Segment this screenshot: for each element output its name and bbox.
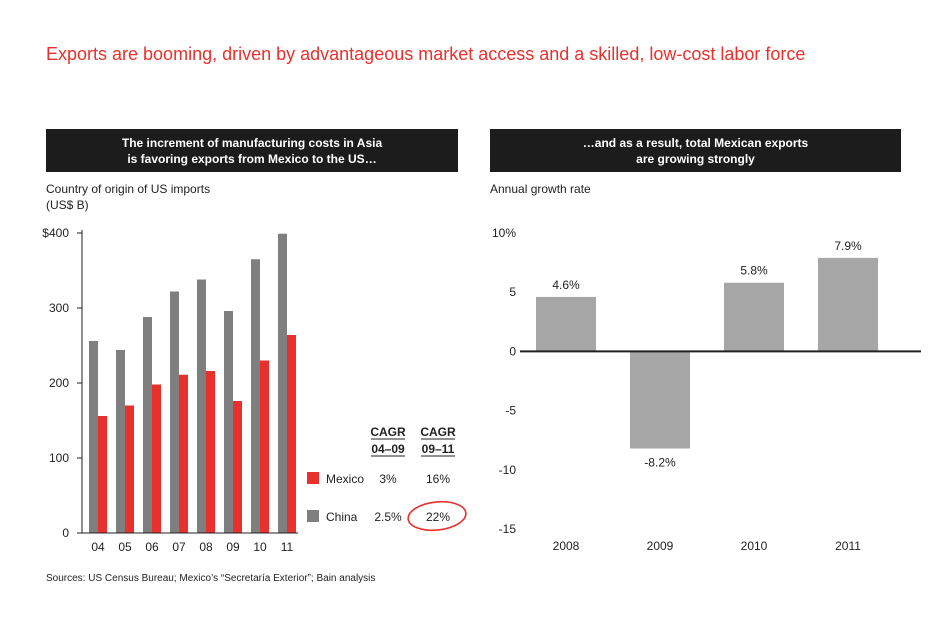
export-growth-bar-chart: 10% 5 0 -5 -10 -15 4.6% -8.2% 5.8% 7.9% 2008 2009… xyxy=(492,226,921,553)
mexico-bar-06 xyxy=(152,384,161,533)
cagr-header-line1: CAGR xyxy=(370,425,406,439)
right-x-tick-label: 2008 xyxy=(553,539,580,553)
cagr-value: 2.5% xyxy=(374,510,402,524)
mexico-bar-11 xyxy=(287,335,296,533)
left-y-tick-label: $400 xyxy=(42,226,69,240)
growth-bar-2011 xyxy=(818,257,878,352)
cagr-value: 3% xyxy=(379,472,397,486)
left-bars-group xyxy=(89,233,296,533)
growth-data-label: 4.6% xyxy=(552,278,580,292)
cagr-header-line2: 04–09 xyxy=(371,442,405,456)
left-subtitle-line2: (US$ B) xyxy=(46,198,89,212)
right-y-axis: 10% 5 0 -5 -10 -15 xyxy=(492,226,516,536)
growth-data-label: -8.2% xyxy=(644,455,676,469)
left-x-tick-label: 05 xyxy=(118,540,132,554)
left-banner-line1: The increment of manufacturing costs in … xyxy=(121,135,383,150)
left-chart-subtitle: Country of origin of US imports (US$ B) xyxy=(46,181,210,213)
legend-label-mexico: Mexico xyxy=(326,472,364,486)
left-y-axis: $400 300 200 100 0 xyxy=(42,226,83,540)
mexico-bar-10 xyxy=(260,360,269,533)
china-bar-04 xyxy=(89,341,98,533)
china-bar-10 xyxy=(251,259,260,533)
left-y-tick-label: 300 xyxy=(49,301,69,315)
right-banner-line1: …and as a result, total Mexican exports xyxy=(582,135,809,150)
right-bars-group: 4.6% -8.2% 5.8% 7.9% xyxy=(536,239,878,469)
right-x-tick-label: 2010 xyxy=(741,539,768,553)
right-y-tick-label: 0 xyxy=(509,344,516,358)
highlight-circle xyxy=(407,500,467,532)
left-banner-line2: is favoring exports from Mexico to the U… xyxy=(127,151,377,166)
cagr-value: 22% xyxy=(426,510,450,524)
legend-swatch-mexico xyxy=(307,472,319,484)
page-title: Exports are booming, driven by advantage… xyxy=(46,44,806,64)
right-banner-line2: are growing strongly xyxy=(636,151,755,166)
mexico-bar-09 xyxy=(233,401,242,533)
mexico-bar-08 xyxy=(206,371,215,533)
growth-data-label: 5.8% xyxy=(740,264,768,278)
growth-bar-2009 xyxy=(630,351,690,449)
left-x-tick-label: 09 xyxy=(226,540,240,554)
right-y-tick-label: -15 xyxy=(499,522,517,536)
cagr-header-line1: CAGR xyxy=(420,425,456,439)
china-bar-05 xyxy=(116,350,125,533)
right-y-tick-label: 5 xyxy=(509,285,516,299)
growth-data-label: 7.9% xyxy=(834,239,862,253)
china-bar-07 xyxy=(170,291,179,533)
left-x-tick-label: 11 xyxy=(281,540,294,554)
right-panel-banner: …and as a result, total Mexican exports … xyxy=(490,129,901,172)
left-x-tick-label: 06 xyxy=(145,540,159,554)
left-x-tick-label: 07 xyxy=(172,540,186,554)
left-subtitle-line1: Country of origin of US imports xyxy=(46,182,211,196)
mexico-bar-04 xyxy=(98,416,107,533)
left-x-tick-label: 04 xyxy=(91,540,105,554)
left-y-tick-label: 200 xyxy=(49,376,69,390)
left-x-tick-label: 08 xyxy=(199,540,213,554)
china-bar-08 xyxy=(197,279,206,533)
source-note: Sources: US Census Bureau; Mexico’s “Sec… xyxy=(46,573,376,584)
legend-swatch-china xyxy=(307,510,319,522)
cagr-value: 16% xyxy=(426,472,450,486)
growth-bar-2010 xyxy=(724,282,784,352)
right-x-axis: 2008 2009 2010 2011 xyxy=(520,350,921,553)
china-bar-11 xyxy=(278,233,287,533)
left-y-tick-label: 100 xyxy=(49,451,69,465)
growth-bar-2008 xyxy=(536,296,596,352)
cagr-header-line2: 09–11 xyxy=(422,442,455,456)
left-panel-banner: The increment of manufacturing costs in … xyxy=(46,129,458,172)
right-y-tick-label: 10% xyxy=(492,226,516,240)
mexico-bar-05 xyxy=(125,405,134,533)
right-x-tick-label: 2011 xyxy=(835,539,861,553)
left-x-tick-label: 10 xyxy=(253,540,267,554)
right-y-tick-label: -10 xyxy=(499,463,517,477)
right-y-tick-label: -5 xyxy=(505,404,516,418)
china-bar-06 xyxy=(143,317,152,533)
right-chart-subtitle: Annual growth rate xyxy=(490,182,591,196)
china-bar-09 xyxy=(224,311,233,533)
left-y-tick-label: 0 xyxy=(62,526,69,540)
mexico-bar-07 xyxy=(179,374,188,533)
right-x-tick-label: 2009 xyxy=(647,539,674,553)
legend-label-china: China xyxy=(326,510,358,524)
us-imports-bar-chart: $400 300 200 100 0 04 05 06 07 08 09 10 11 CAGR 04–0… xyxy=(42,226,467,554)
left-x-axis: 04 05 06 07 08 09 10 11 xyxy=(82,532,298,554)
cagr-table: CAGR 04–09 CAGR 09–11 Mexico 3% 16% China 2.5% 22… xyxy=(307,425,467,532)
